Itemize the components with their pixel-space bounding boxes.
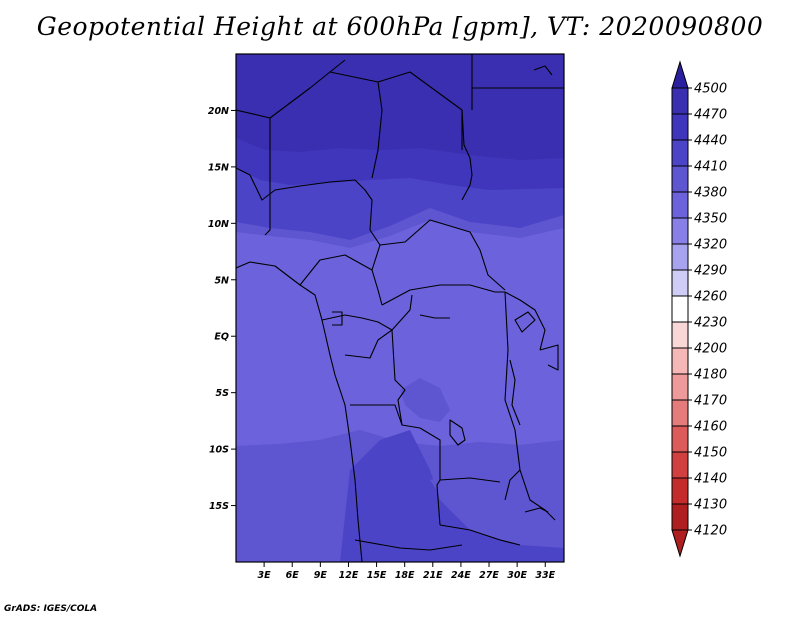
border-line [321, 314, 393, 331]
colorbar-segment [671, 425, 689, 453]
colorbar-label: 4170 [694, 394, 727, 409]
x-tick-label: 12E [339, 570, 359, 581]
lake [514, 311, 536, 333]
x-tick-label: 15E [367, 570, 387, 581]
coastline [449, 419, 466, 446]
border-line [329, 71, 383, 179]
colorbar-segment [671, 139, 689, 167]
colorbar-segment [671, 321, 689, 349]
colorbar-segment [671, 477, 689, 505]
border-line [236, 167, 373, 231]
x-tick-label: 3E [258, 570, 272, 581]
y-tick-label: 10S [209, 445, 229, 456]
border-line [539, 344, 559, 371]
y-axis-ticks: 20N 15N 10N 5N EQ 5S 10S 15S [208, 106, 236, 512]
border-line [344, 329, 393, 359]
border-line [354, 539, 463, 551]
x-tick-label: 18E [395, 570, 415, 581]
colorbar-segment [671, 347, 689, 375]
x-tick-label: 33E [535, 570, 555, 581]
height-field [236, 54, 564, 562]
colorbar-top-triangle [671, 60, 689, 89]
colorbar-segment [671, 217, 689, 245]
y-tick-label: 5S [216, 388, 230, 399]
colorbar-segment [671, 269, 689, 297]
x-tick-label: 9E [314, 570, 328, 581]
credit-label: GrADS: IGES/COLA [4, 604, 98, 614]
band-4380-center [400, 378, 450, 422]
colorbar-label: 4470 [694, 108, 727, 123]
y-tick-label: 20N [208, 106, 229, 117]
border-line [236, 59, 346, 119]
colorbar-segment [671, 295, 689, 323]
plot-frame [235, 53, 565, 563]
border-line [264, 118, 271, 236]
border-line [379, 219, 506, 291]
x-tick-label: 21E [423, 570, 443, 581]
band-4410-south [340, 430, 564, 562]
lake [524, 507, 549, 513]
band-4350 [236, 220, 564, 446]
colorbar-label: 4180 [694, 368, 727, 383]
colorbar-label: 4130 [694, 498, 727, 513]
coastline [236, 261, 363, 562]
y-tick-label: 10N [208, 219, 229, 230]
x-tick-label: 27E [479, 570, 499, 581]
lake [509, 359, 521, 426]
y-tick-label: 15N [208, 162, 229, 173]
border-line [381, 284, 505, 306]
colorbar-label: 4440 [694, 134, 727, 149]
colorbar-segment [671, 243, 689, 271]
map-title: Geopotential Height at 600hPa [gpm], VT:… [36, 12, 764, 41]
x-tick-label: 24E [451, 570, 471, 581]
colorbar-label: 4350 [694, 212, 727, 227]
colorbar-label: 4200 [694, 342, 727, 357]
colorbar-bottom-triangle [671, 529, 689, 558]
border-line [504, 469, 521, 501]
colorbar-segment [671, 191, 689, 219]
border-line [504, 291, 556, 521]
border-line [350, 404, 403, 426]
coastline [533, 65, 553, 76]
colorbar-label: 4150 [694, 446, 727, 461]
colorbar-segment [671, 503, 689, 531]
colorbar-label: 4410 [694, 160, 727, 175]
colorbar-segment [671, 87, 689, 115]
y-tick-label: 15S [209, 501, 229, 512]
border-line [299, 254, 373, 286]
border-line [377, 71, 463, 150]
colorbar-segment [671, 113, 689, 141]
colorbar-segment [671, 451, 689, 479]
boundaries [236, 54, 564, 562]
lake [419, 314, 450, 319]
x-tick-label: 30E [507, 570, 527, 581]
border-line [439, 477, 501, 483]
band-4380-patch [430, 460, 564, 530]
colorbar-label: 4500 [694, 82, 727, 97]
border-line [504, 291, 546, 351]
colorbar-label: 4380 [694, 186, 727, 201]
colorbar-segment [671, 373, 689, 401]
y-tick-label: EQ [214, 332, 229, 343]
colorbar-label: 4120 [694, 524, 727, 539]
y-tick-label: 5N [214, 275, 229, 286]
colorbar-label: 4160 [694, 420, 727, 435]
colorbar-segment [671, 165, 689, 193]
x-tick-label: 6E [286, 570, 300, 581]
border-line [461, 109, 473, 201]
colorbar-label: 4320 [694, 238, 727, 253]
colorbar-label: 4290 [694, 264, 727, 279]
colorbar-segment [671, 399, 689, 427]
border-line [391, 329, 421, 429]
border-line [332, 311, 343, 326]
colorbar-label: 4230 [694, 316, 727, 331]
border-line [439, 524, 521, 546]
colorbar-label: 4140 [694, 472, 727, 487]
colorbar: 4500 4470 4440 4410 4380 4350 4320 4290 4260 4230… [671, 60, 727, 558]
border-line [391, 294, 413, 331]
colorbar-label: 4260 [694, 290, 727, 305]
x-axis-ticks: 3E 6E 9E 12E 15E 18E 21E 24E 27E 30E 33E [258, 562, 556, 581]
